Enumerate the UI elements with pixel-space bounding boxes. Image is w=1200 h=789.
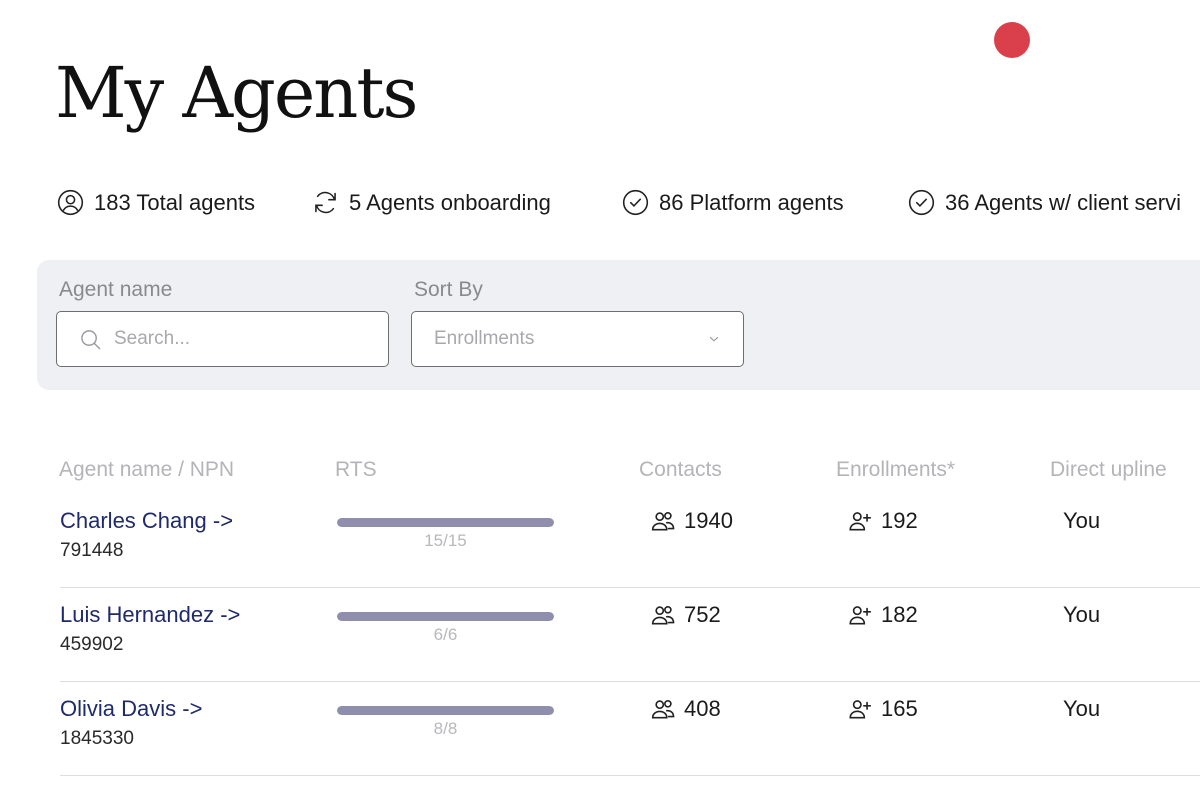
enrollments-cell: 165 <box>847 696 918 722</box>
stat-client-service-agents: 36 Agents w/ client servi <box>908 189 1181 216</box>
column-header-contacts[interactable]: Contacts <box>639 458 722 481</box>
agent-npn: 459902 <box>60 634 124 655</box>
check-circle-icon <box>908 189 935 216</box>
contacts-cell: 752 <box>650 602 721 628</box>
sort-by-label: Sort By <box>414 278 483 301</box>
stat-platform-agents: 86 Platform agents <box>622 189 844 216</box>
rts-count: 8/8 <box>433 719 458 738</box>
rts-count: 6/6 <box>433 625 458 644</box>
column-header-agent-name[interactable]: Agent name / NPN <box>59 458 235 481</box>
sort-by-value: Enrollments <box>434 328 535 349</box>
stat-onboarding: 5 Agents onboarding <box>312 189 551 216</box>
page-title: My Agents <box>55 52 418 134</box>
contacts-cell: 1940 <box>650 508 733 534</box>
enrollments-cell: 192 <box>847 508 918 534</box>
rts-progress-fill <box>337 518 554 527</box>
user-plus-icon <box>849 606 872 625</box>
agent-name-link[interactable]: Charles Chang -> <box>60 508 234 533</box>
refresh-icon <box>315 191 336 214</box>
agent-npn: 1845330 <box>60 728 134 749</box>
rts-progress-bar <box>337 518 554 527</box>
stat-label: 183 Total agents <box>94 189 256 215</box>
column-header-enrollments[interactable]: Enrollments* <box>836 458 956 481</box>
users-icon <box>651 511 675 531</box>
agent-name-filter-label: Agent name <box>59 278 173 301</box>
user-circle-icon <box>57 189 84 216</box>
stat-total-agents: 183 Total agents <box>57 189 255 216</box>
search-icon <box>81 329 101 349</box>
table-row: Charles Chang -> 791448 15/15 1940 192 Y… <box>60 494 1200 588</box>
table-row: Olivia Davis -> 1845330 8/8 408 165 You <box>60 682 1200 776</box>
direct-upline: You <box>1063 696 1101 721</box>
agent-npn: 791448 <box>60 540 124 561</box>
sort-by-select[interactable]: Enrollments <box>411 311 744 367</box>
column-header-direct-upline[interactable]: Direct upline <box>1050 458 1167 481</box>
direct-upline: You <box>1063 508 1101 533</box>
users-icon <box>651 699 675 719</box>
chevron-down-icon <box>709 336 719 342</box>
stat-label: 86 Platform agents <box>659 189 844 215</box>
agent-search-field[interactable] <box>56 311 389 367</box>
agent-name-link[interactable]: Olivia Davis -> <box>60 696 203 721</box>
column-header-rts[interactable]: RTS <box>335 458 377 481</box>
users-icon <box>651 605 675 625</box>
enrollments-count: 165 <box>881 696 918 721</box>
enrollments-count: 192 <box>881 508 918 533</box>
agent-search-input[interactable] <box>114 328 374 350</box>
contacts-count: 752 <box>684 602 721 627</box>
agent-name-link[interactable]: Luis Hernandez -> <box>60 602 241 627</box>
user-plus-icon <box>849 700 872 719</box>
enrollments-cell: 182 <box>847 602 918 628</box>
direct-upline: You <box>1063 602 1101 627</box>
contacts-count: 408 <box>684 696 721 721</box>
stat-label: 5 Agents onboarding <box>349 189 551 215</box>
notification-dot[interactable] <box>994 22 1030 58</box>
rts-progress-bar <box>337 612 554 621</box>
rts-count: 15/15 <box>424 531 467 550</box>
rts-progress-fill <box>337 612 554 621</box>
contacts-count: 1940 <box>684 508 733 533</box>
enrollments-count: 182 <box>881 602 918 627</box>
table-row: Luis Hernandez -> 459902 6/6 752 182 You <box>60 588 1200 682</box>
user-plus-icon <box>849 512 872 531</box>
rts-progress-fill <box>337 706 554 715</box>
contacts-cell: 408 <box>650 696 721 722</box>
stat-label: 36 Agents w/ client servi <box>945 189 1182 215</box>
check-circle-icon <box>622 189 649 216</box>
rts-progress-bar <box>337 706 554 715</box>
